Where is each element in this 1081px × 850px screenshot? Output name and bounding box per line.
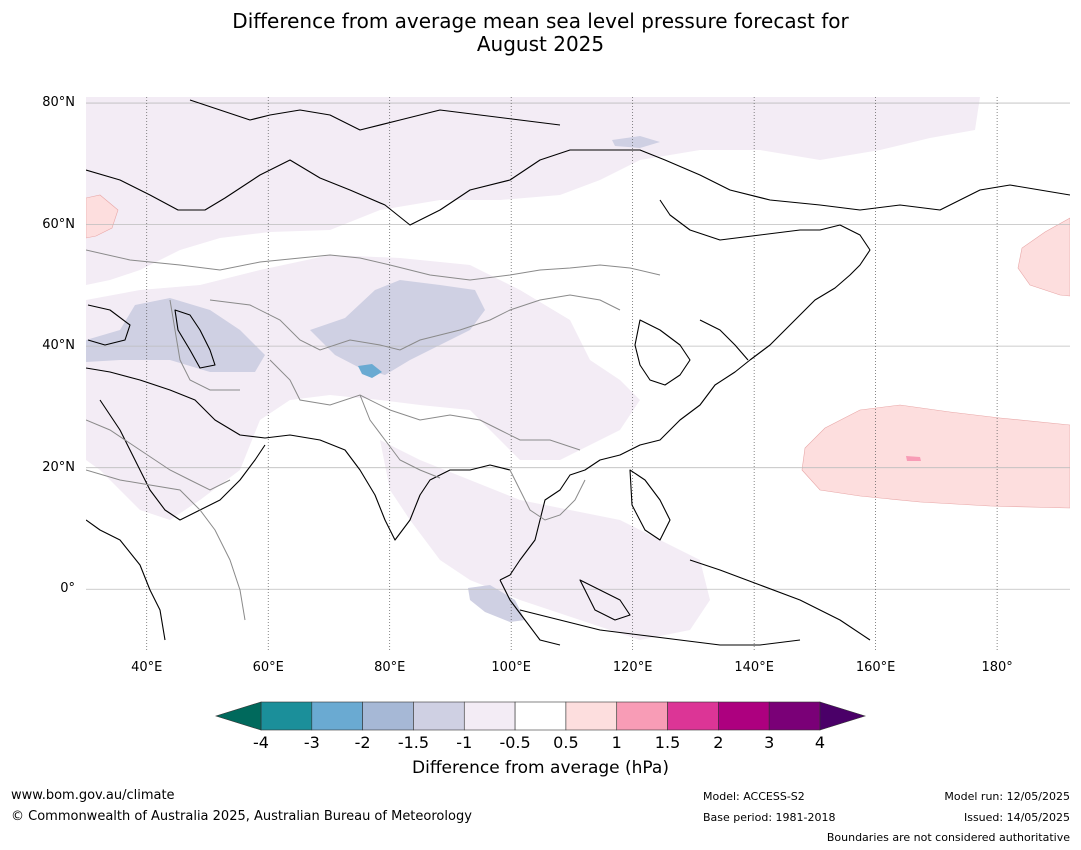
coastlines <box>86 99 1070 646</box>
map-title-line2: August 2025 <box>476 32 605 56</box>
footer-website: www.bom.gov.au/climate <box>11 788 175 803</box>
map-title-line1: Difference from average mean sea level p… <box>232 9 849 33</box>
latitude-label: 20°N <box>42 459 75 475</box>
longitude-label: 180° <box>981 660 1013 675</box>
latitude-label: 80°N <box>42 95 75 111</box>
colorbar-tick-label: 1 <box>611 733 622 752</box>
footer-issued: Issued: 14/05/2025 <box>963 811 1070 824</box>
colorbar-segment <box>362 701 414 731</box>
longitude-label: 40°E <box>131 660 163 675</box>
colorbar <box>214 701 867 731</box>
colorbar-segment <box>667 701 719 731</box>
footer-base-period: Base period: 1981-2018 <box>703 811 836 824</box>
longitude-label: 100°E <box>491 660 531 675</box>
longitude-label: 60°E <box>252 660 284 675</box>
colorbar-segment <box>413 701 465 731</box>
latitude-label: 40°N <box>42 338 75 354</box>
anomaly-field-positive-core <box>906 456 921 461</box>
colorbar-segment <box>565 701 618 731</box>
longitude-label: 80°E <box>374 660 406 675</box>
graticule <box>86 97 1070 650</box>
colorbar-tick-label: -2 <box>354 733 371 752</box>
colorbar-segment <box>311 701 363 731</box>
colorbar-tick-label: -4 <box>253 733 269 752</box>
colorbar-segment <box>718 701 770 731</box>
colorbar-tick-label: 3 <box>764 733 775 752</box>
anomaly-field-positive <box>86 194 1070 509</box>
colorbar-tick-label: -1.5 <box>397 733 430 752</box>
colorbar-segment <box>768 701 821 731</box>
colorbar-tick-label: -1 <box>456 733 473 752</box>
colorbar-segment <box>463 701 516 731</box>
colorbar-tick-label: -3 <box>303 733 320 752</box>
colorbar-over-arrow <box>819 701 867 731</box>
colorbar-segment <box>260 701 313 731</box>
longitude-label: 140°E <box>734 660 774 675</box>
anomaly-field-strong-negative <box>358 364 382 378</box>
map <box>86 97 1070 650</box>
colorbar-tick-label: 1.5 <box>654 733 681 752</box>
colorbar-tick-label: 4 <box>814 733 826 752</box>
colorbar-tick-label: 0.5 <box>553 733 579 752</box>
colorbar-segment <box>616 701 668 731</box>
longitude-label: 120°E <box>612 660 653 675</box>
colorbar-tick-label: 2 <box>713 733 724 752</box>
latitude-label: 0° <box>60 581 75 597</box>
latitude-label: 60°N <box>42 216 75 232</box>
colorbar-under-arrow <box>214 701 262 731</box>
country-borders <box>86 249 661 621</box>
colorbar-segment <box>514 701 567 731</box>
footer-disclaimer: Boundaries are not considered authoritat… <box>826 831 1070 844</box>
longitude-label: 160°E <box>855 660 896 675</box>
footer-model: Model: ACCESS-S2 <box>703 790 805 803</box>
footer-copyright: © Commonwealth of Australia 2025, Austra… <box>11 809 472 824</box>
colorbar-tick-label: -0.5 <box>499 733 531 752</box>
footer-model-run: Model run: 12/05/2025 <box>944 790 1070 803</box>
colorbar-label: Difference from average (hPa) <box>412 758 669 778</box>
